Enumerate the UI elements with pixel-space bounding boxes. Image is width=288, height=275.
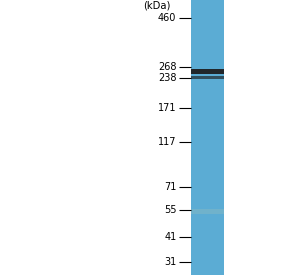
Text: 171: 171 xyxy=(158,103,176,112)
Text: 71: 71 xyxy=(164,182,176,192)
Text: 460: 460 xyxy=(158,13,176,23)
Text: 117: 117 xyxy=(158,137,176,147)
Bar xyxy=(191,69,224,74)
Text: 41: 41 xyxy=(164,232,176,242)
Text: 31: 31 xyxy=(164,257,176,268)
Text: 238: 238 xyxy=(158,73,176,82)
Text: (kDa): (kDa) xyxy=(143,0,170,10)
Text: 268: 268 xyxy=(158,62,176,72)
Bar xyxy=(191,0,224,275)
Bar xyxy=(191,76,224,79)
Text: 55: 55 xyxy=(164,205,176,216)
Bar xyxy=(191,209,224,214)
